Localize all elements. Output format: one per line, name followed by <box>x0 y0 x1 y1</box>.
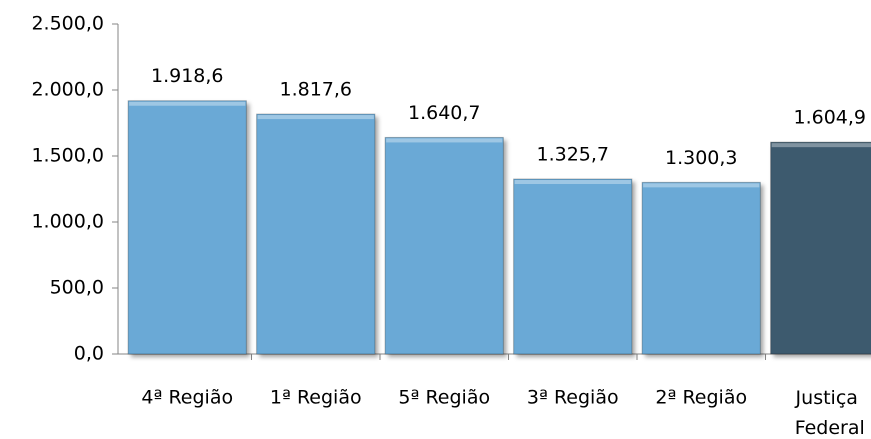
bar <box>127 100 247 355</box>
value-label: 1.300,3 <box>665 147 738 169</box>
bar-highlight <box>257 115 374 120</box>
y-tick-label: 2.000,0 <box>31 79 104 101</box>
bar-highlight <box>643 183 760 188</box>
value-label: 1.640,7 <box>408 102 481 124</box>
x-tick-label: 2ª Região <box>655 387 747 409</box>
bar-highlight <box>129 101 246 106</box>
y-tick-label: 500,0 <box>50 277 104 299</box>
y-tick-label: 1.000,0 <box>31 211 104 233</box>
y-tick-label: 0,0 <box>74 343 104 365</box>
bar-highlight <box>771 143 871 148</box>
value-label: 1.604,9 <box>793 107 866 129</box>
x-tick-label: 4ª Região <box>141 387 233 409</box>
y-tick-label: 2.500,0 <box>31 13 104 35</box>
bar-highlight <box>514 180 631 185</box>
x-tick-label: Justiça Federal <box>795 387 865 439</box>
bar <box>513 178 633 355</box>
value-label: 1.918,6 <box>151 65 224 87</box>
bar-highlight <box>386 138 503 143</box>
y-tick-label: 1.500,0 <box>31 145 104 167</box>
x-tick-label: 1ª Região <box>270 387 362 409</box>
x-tick-label: 3ª Região <box>527 387 619 409</box>
bar <box>384 136 504 355</box>
bar <box>770 141 871 355</box>
bar <box>256 113 376 355</box>
x-tick-label: 5ª Região <box>398 387 490 409</box>
bar <box>641 181 761 355</box>
value-label: 1.325,7 <box>536 144 609 166</box>
value-label: 1.817,6 <box>279 79 352 101</box>
